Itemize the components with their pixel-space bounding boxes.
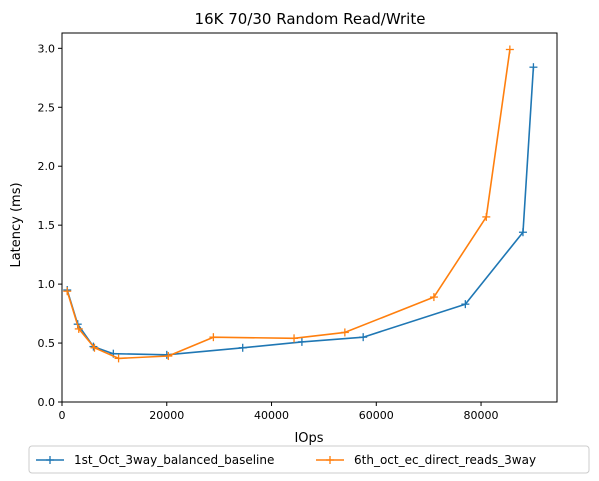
legend: 1st_Oct_3way_balanced_baseline 6th_oct_ec…	[28, 445, 590, 474]
data-point	[482, 212, 491, 221]
data-point	[74, 324, 83, 333]
data-point	[529, 63, 538, 72]
data-point	[429, 293, 438, 302]
data-point	[164, 352, 173, 361]
data-point	[209, 333, 218, 342]
y-tick-label: 2.0	[38, 160, 56, 173]
data-point	[90, 343, 99, 352]
plot-frame	[61, 32, 558, 403]
x-axis-label: IOps	[294, 431, 323, 446]
y-axis-label: Latency (ms)	[9, 182, 24, 267]
y-tick-label: 0.0	[38, 396, 56, 409]
data-point	[461, 300, 470, 309]
x-tick-label: 60000	[359, 409, 394, 422]
legend-label: 6th_oct_ec_direct_reads_3way	[354, 453, 536, 467]
data-point	[518, 228, 527, 237]
data-point	[63, 287, 72, 296]
data-point	[238, 343, 247, 352]
y-tick-label: 1.0	[38, 278, 56, 291]
x-tick-label: 20000	[149, 409, 184, 422]
legend-box	[28, 445, 590, 474]
x-tick-label: 80000	[464, 409, 499, 422]
x-tick-label: 0	[59, 409, 66, 422]
series-group	[63, 45, 538, 363]
legend-entry: 1st_Oct_3way_balanced_baseline	[36, 453, 274, 467]
data-point	[505, 45, 514, 54]
series-line-1	[66, 67, 535, 356]
y-tick-label: 1.5	[38, 219, 56, 232]
y-tick-label: 2.5	[38, 101, 56, 114]
y-axis: 0.0 0.5 1.0 1.5 2.0 2.5 3.0	[38, 42, 62, 409]
x-tick-label: 40000	[254, 409, 289, 422]
y-tick-label: 0.5	[38, 337, 56, 350]
data-point	[290, 334, 299, 343]
x-axis: 0 20000 40000 60000 80000	[59, 402, 499, 422]
chart-title: 16K 70/30 Random Read/Write	[195, 10, 426, 28]
data-point	[359, 333, 368, 342]
data-point	[114, 354, 123, 363]
y-tick-label: 3.0	[38, 42, 56, 55]
legend-label: 1st_Oct_3way_balanced_baseline	[74, 453, 274, 467]
data-point	[340, 328, 349, 337]
data-point	[297, 337, 306, 346]
legend-entry: 6th_oct_ec_direct_reads_3way	[316, 453, 536, 467]
